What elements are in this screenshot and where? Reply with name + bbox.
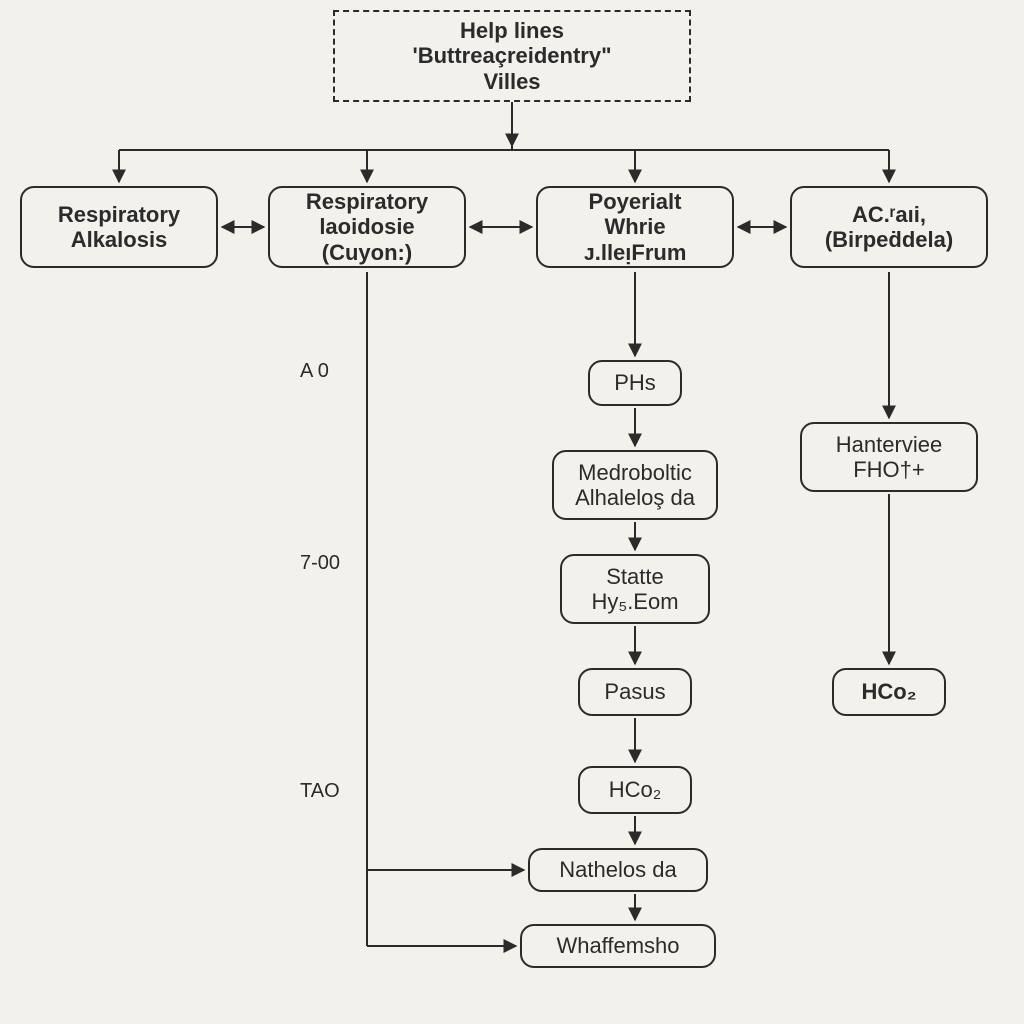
node-stat: StatteHy₅.Eom: [560, 554, 710, 624]
node-n3: PoyerialtWhrieᴊ.lleᴉFrum: [536, 186, 734, 268]
node-n2-line-2: (Cuyon:): [322, 240, 412, 265]
node-med-line-0: Medroboltic: [578, 460, 692, 485]
node-n2-line-0: Respiratory: [306, 189, 428, 214]
node-n4-line-1: (Birpeḋdela): [825, 227, 953, 252]
node-top-line-1: 'Buttreaçreidentry": [412, 43, 611, 68]
side-label-a0: A 0: [300, 360, 329, 383]
node-n2: Respiratorylaoidosie(Cuyon:): [268, 186, 466, 268]
node-top: Help lines'Buttreaçreidentry"Villes: [333, 10, 691, 102]
node-n4-line-0: AC.ʳaıi,: [852, 202, 926, 227]
node-n1-line-0: Respiratory: [58, 202, 180, 227]
node-n3-line-1: Whrie: [604, 214, 665, 239]
node-hant-line-0: Hanterviee: [836, 432, 942, 457]
node-n3-line-2: ᴊ.lleᴉFrum: [584, 240, 687, 265]
node-nath: Nathelos da: [528, 848, 708, 892]
node-whaf: Whaffemsho: [520, 924, 716, 968]
node-n3-line-0: Poyerialt: [589, 189, 682, 214]
node-top-line-0: Help lines: [460, 18, 564, 43]
node-hant-line-1: FHO†+: [853, 457, 925, 482]
node-hant: HantervieeFHO†+: [800, 422, 978, 492]
node-n2-line-1: laoidosie: [319, 214, 414, 239]
node-phs: PHs: [588, 360, 682, 406]
node-med-line-1: Alhaleloş da: [575, 485, 695, 510]
node-n4: AC.ʳaıi,(Birpeḋdela): [790, 186, 988, 268]
node-pas: Pasus: [578, 668, 692, 716]
node-top-line-2: Villes: [483, 69, 540, 94]
flowchart-canvas: Help lines'Buttreaçreidentry"Villes Respi…: [0, 0, 1024, 1024]
node-hco2r-line-0: HCᴏ₂: [862, 679, 917, 704]
node-med: MedrobolticAlhaleloş da: [552, 450, 718, 520]
node-whaf-line-0: Whaffemsho: [556, 933, 679, 958]
side-label-tao: TAO: [300, 780, 340, 803]
side-label-700: 7-00: [300, 552, 340, 575]
node-nath-line-0: Nathelos da: [559, 857, 676, 882]
node-pas-line-0: Pasus: [604, 679, 665, 704]
node-hco2r: HCᴏ₂: [832, 668, 946, 716]
node-hco: HCᴏ₂: [578, 766, 692, 814]
node-n1: RespiratoryAlkalosis: [20, 186, 218, 268]
edges-layer: [0, 0, 1024, 1024]
node-n1-line-1: Alkalosis: [71, 227, 168, 252]
node-hco-line-0: HCᴏ₂: [609, 777, 662, 802]
node-stat-line-1: Hy₅.Eom: [591, 589, 678, 614]
node-stat-line-0: Statte: [606, 564, 663, 589]
node-phs-line-0: PHs: [614, 370, 656, 395]
